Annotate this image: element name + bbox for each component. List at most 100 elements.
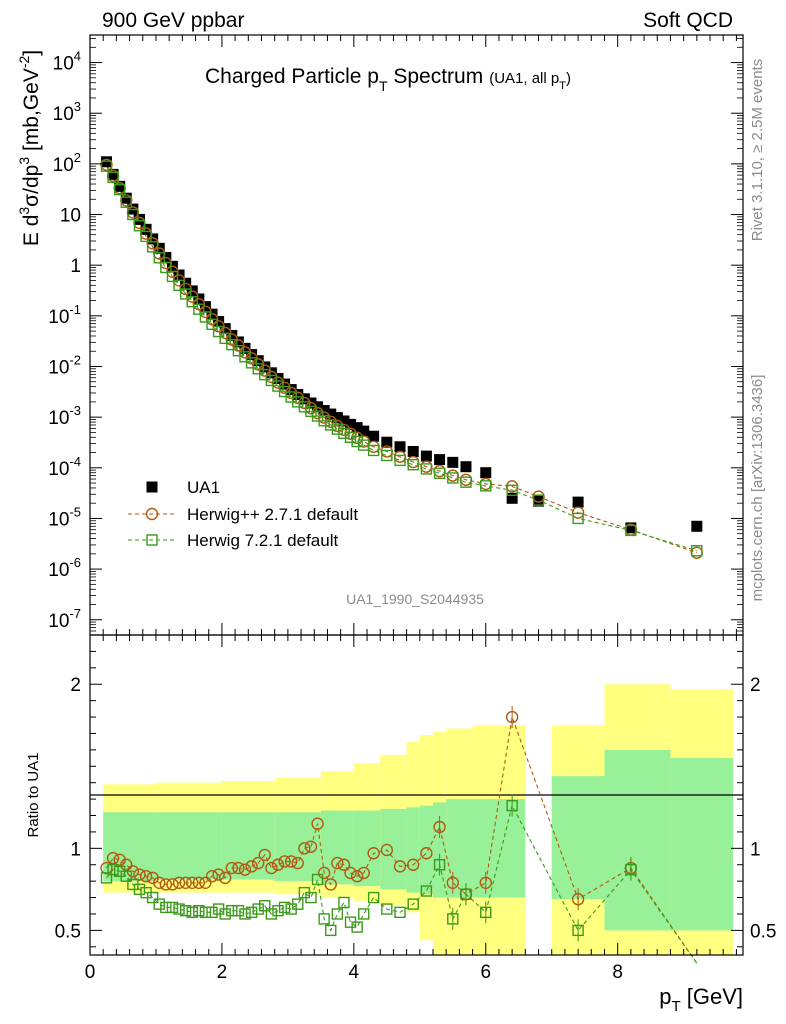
ratio-point-herwigpp xyxy=(284,855,298,868)
ratio-point-herwig7 xyxy=(193,904,205,917)
ratio-point-herwigpp xyxy=(433,820,446,834)
main-point-herwig7 xyxy=(140,230,152,243)
ratio-point-herwig7 xyxy=(173,903,185,915)
main-point-herwig7 xyxy=(239,351,251,363)
legend-label-data: UA1 xyxy=(187,478,220,497)
ratio-point-herwigpp xyxy=(225,861,239,875)
ratio-point-herwig7 xyxy=(506,799,518,812)
band-inner xyxy=(446,799,473,898)
ratio-point-herwigpp xyxy=(219,871,232,885)
main-point-data xyxy=(420,450,432,462)
ratio-y-tick-label: 2 xyxy=(70,675,81,696)
ratio-point-herwig7 xyxy=(146,891,159,904)
ratio-y-tick-label-right: 1 xyxy=(750,839,761,860)
ratio-point-herwigpp xyxy=(205,870,219,883)
ratio-point-herwigpp xyxy=(232,861,245,875)
main-point-herwig7 xyxy=(219,332,231,345)
ratio-point-herwigpp xyxy=(106,851,120,865)
x-axis-label: pT [GeV] xyxy=(659,984,743,1015)
ratio-point-herwig7 xyxy=(226,904,238,917)
main-point-data xyxy=(625,522,637,534)
ratio-y-tick-label: 1 xyxy=(70,839,81,860)
main-y-tick-label: 10-6 xyxy=(48,555,81,581)
ratio-y-tick-label-right: 0.5 xyxy=(750,921,776,942)
main-point-data xyxy=(219,323,231,335)
band-inner xyxy=(406,807,420,893)
main-point-herwig7 xyxy=(193,303,205,315)
ratio-point-herwigpp xyxy=(251,856,265,870)
ratio-point-herwig7 xyxy=(358,908,370,920)
ratio-point-herwigpp xyxy=(179,876,192,889)
ratio-point-herwigpp xyxy=(344,866,357,880)
x-tick-label: 0 xyxy=(85,962,96,983)
ratio-point-herwig7 xyxy=(367,891,380,904)
ratio-point-herwig7 xyxy=(338,896,350,909)
ratio-point-herwigpp xyxy=(212,868,225,881)
main-point-herwig7 xyxy=(344,431,357,443)
main-point-data xyxy=(460,461,472,473)
legend-marker-herwig7 xyxy=(146,534,158,546)
ratio-point-herwig7 xyxy=(100,872,113,884)
ratio-point-herwig7 xyxy=(305,891,317,904)
main-point-herwig7 xyxy=(212,325,225,338)
main-point-herwig7 xyxy=(166,270,179,283)
main-point-data xyxy=(533,495,545,507)
band-inner xyxy=(320,810,354,885)
x-tick-label: 2 xyxy=(217,962,228,983)
main-point-data xyxy=(239,342,251,354)
ratio-point-herwig7 xyxy=(318,913,330,925)
main-line-herwig7 xyxy=(106,165,697,552)
main-point-herwig7 xyxy=(232,344,245,357)
ratio-point-herwig7 xyxy=(325,924,337,937)
main-point-herwig7 xyxy=(338,427,350,439)
mcplots-label: mcplots.cern.ch [arXiv:1306.3436] xyxy=(749,375,766,602)
main-point-data xyxy=(232,336,244,348)
main-point-herwig7 xyxy=(226,338,238,351)
main-y-tick-label: 10-4 xyxy=(48,454,81,480)
ratio-y-axis-label: Ratio to UA1 xyxy=(25,752,42,837)
main-point-data xyxy=(114,180,126,192)
ratio-point-herwig7 xyxy=(245,906,258,919)
main-axes: 10-7 10-6 10-5 10-4 10-3 10-2 10-1 1 10 102 103 104 xyxy=(48,35,743,636)
main-point-data xyxy=(312,401,324,413)
ratio-y-tick-label: 0.5 xyxy=(55,921,81,942)
band-inner xyxy=(419,805,433,895)
main-point-herwig7 xyxy=(331,423,344,435)
main-point-herwig7 xyxy=(367,444,380,457)
legend-marker-data xyxy=(146,481,158,493)
ratio-point-herwig7 xyxy=(206,906,218,919)
main-point-data xyxy=(394,441,406,453)
rivet-version-label: Rivet 3.1.10, ≥ 2.5M events xyxy=(749,59,766,242)
ratio-point-herwigpp xyxy=(238,863,252,876)
main-point-data xyxy=(213,316,225,328)
ratio-point-herwigpp xyxy=(407,858,420,871)
ratio-point-herwigpp xyxy=(271,858,285,871)
main-point-herwig7 xyxy=(447,472,459,484)
ratio-point-herwig7 xyxy=(351,921,363,933)
category-label: Soft QCD xyxy=(643,9,733,32)
main-point-data xyxy=(381,436,393,448)
ratio-point-herwig7 xyxy=(272,904,284,917)
main-point-data xyxy=(338,415,350,427)
ratio-axes: 0 2 4 6 8 0.5 0.5 1 1 2 2 xyxy=(55,635,776,983)
main-point-data xyxy=(447,456,459,468)
ratio-point-herwig7 xyxy=(572,924,584,937)
main-point-data xyxy=(345,418,357,430)
ratio-point-herwigpp xyxy=(304,840,318,853)
main-point-herwig7 xyxy=(153,252,165,264)
plot-title: Charged Particle pT Spectrum (UA1, all pT… xyxy=(205,65,571,94)
ratio-point-herwig7 xyxy=(447,913,459,925)
ratio-point-herwigpp xyxy=(265,861,278,875)
ratio-point-herwigpp xyxy=(291,856,304,870)
main-point-herwig7 xyxy=(381,449,393,462)
main-y-tick-label: 103 xyxy=(53,99,81,125)
ratio-point-herwigpp xyxy=(350,870,364,883)
main-point-data xyxy=(147,233,159,245)
ratio-point-herwig7 xyxy=(252,903,264,915)
ratio-point-herwig7 xyxy=(407,898,419,910)
main-y-tick-label: 102 xyxy=(53,150,81,176)
ratio-point-herwigpp xyxy=(278,855,291,868)
main-point-herwig7 xyxy=(572,512,584,525)
ratio-point-herwig7 xyxy=(107,863,119,876)
